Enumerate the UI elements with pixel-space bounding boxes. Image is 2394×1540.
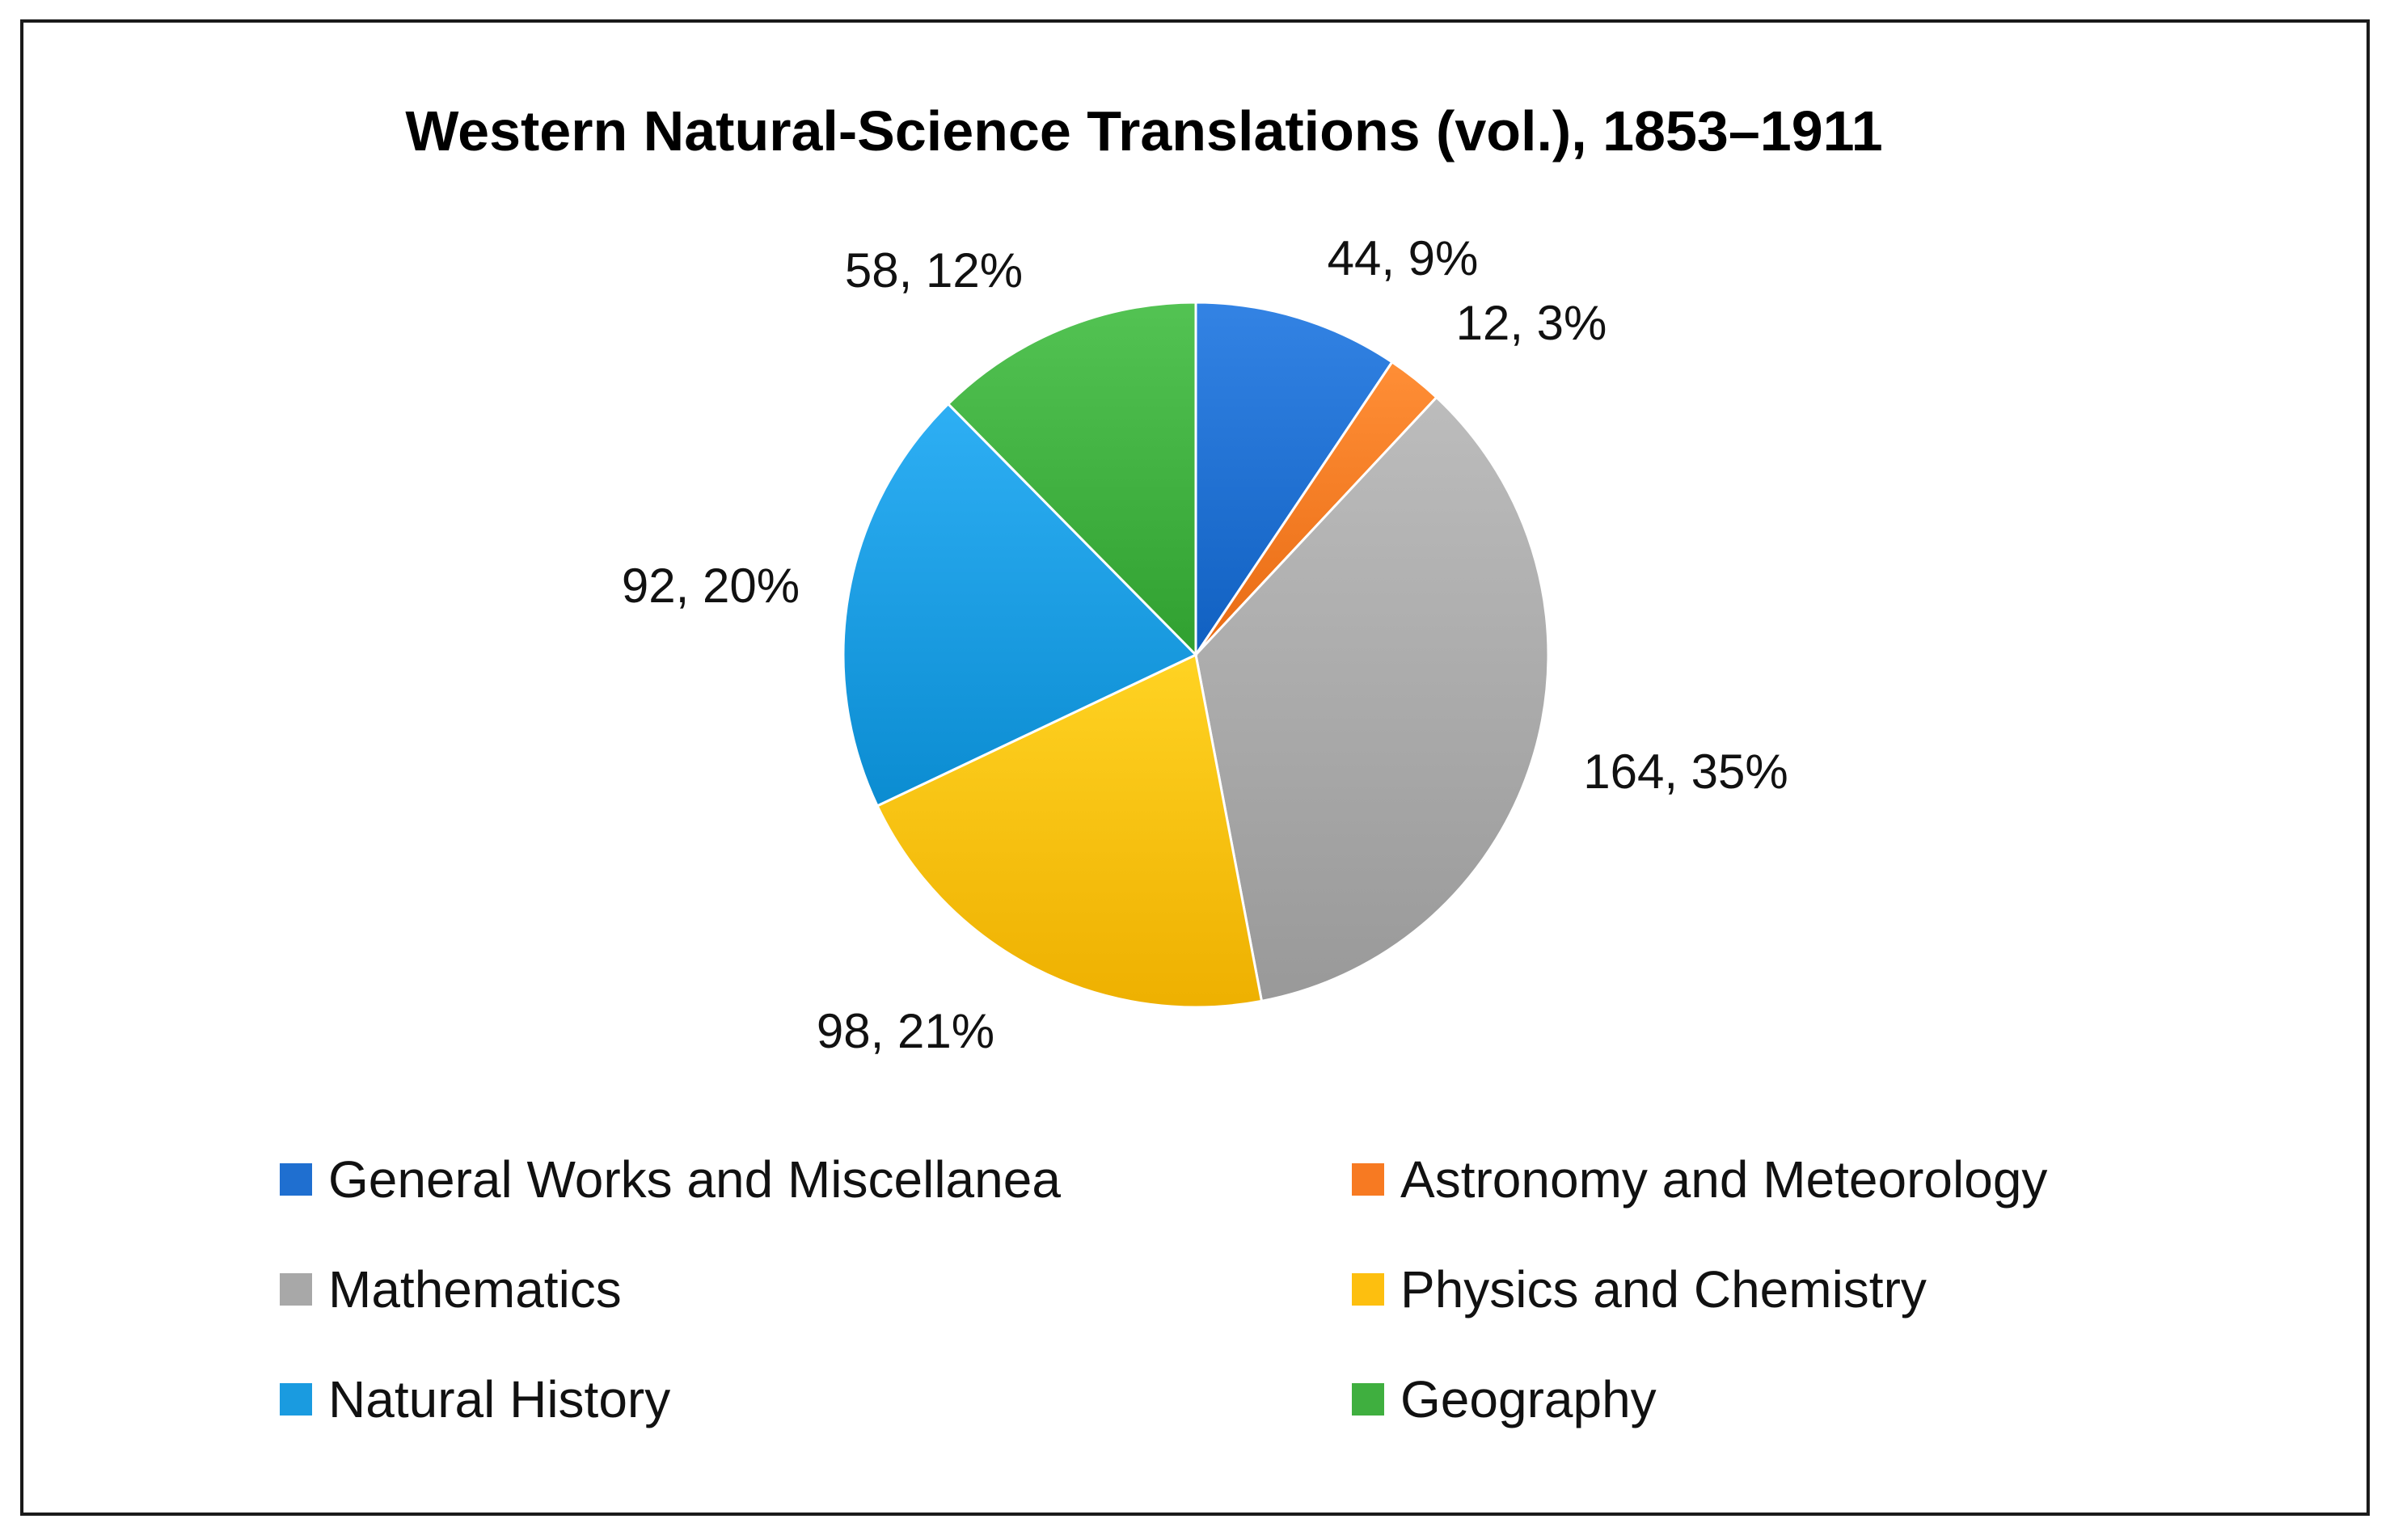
legend-swatch-mathematics <box>280 1273 312 1306</box>
data-label-geography: 58, 12% <box>845 243 1023 297</box>
data-label-physics-and-chemistry: 98, 21% <box>817 1004 994 1058</box>
legend-label-mathematics: Mathematics <box>328 1260 622 1318</box>
pie-slice-natural-history <box>842 402 1198 808</box>
legend-label-natural-history: Natural History <box>328 1370 670 1428</box>
legend-swatch-astronomy-and-meteorology <box>1352 1163 1384 1196</box>
pie-slice-geography <box>946 301 1197 658</box>
legend-swatch-general-works-and-miscellanea <box>280 1163 312 1196</box>
data-labels: 44, 9% 12, 3% 164, 35% 98, 21% 92, 20% 58, 12… <box>622 231 1788 1058</box>
pie-slice-general-works-and-miscellanea <box>1194 301 1394 659</box>
legend-label-astronomy-and-meteorology: Astronomy and Meteorology <box>1400 1150 2047 1209</box>
legend-swatch-natural-history <box>280 1383 312 1416</box>
chart-title: Western Natural-Science Translations (vo… <box>405 99 1882 162</box>
pie-slices <box>842 301 1550 1009</box>
data-label-mathematics: 164, 35% <box>1583 745 1788 799</box>
pie-slice-physics-and-chemistry <box>876 652 1264 1009</box>
legend-swatch-physics-and-chemistry <box>1352 1273 1384 1306</box>
legend-swatch-geography <box>1352 1383 1384 1416</box>
data-label-natural-history: 92, 20% <box>622 559 800 613</box>
legend: General Works and Miscellanea Astronomy a… <box>280 1150 2047 1428</box>
legend-label-physics-and-chemistry: Physics and Chemistry <box>1400 1260 1927 1318</box>
data-label-general-works-and-miscellanea: 44, 9% <box>1328 231 1479 285</box>
legend-label-geography: Geography <box>1400 1370 1657 1428</box>
legend-label-general-works-and-miscellanea: General Works and Miscellanea <box>328 1150 1061 1209</box>
pie-slice-mathematics <box>1194 395 1550 1003</box>
data-label-astronomy-and-meteorology: 12, 3% <box>1456 296 1607 350</box>
